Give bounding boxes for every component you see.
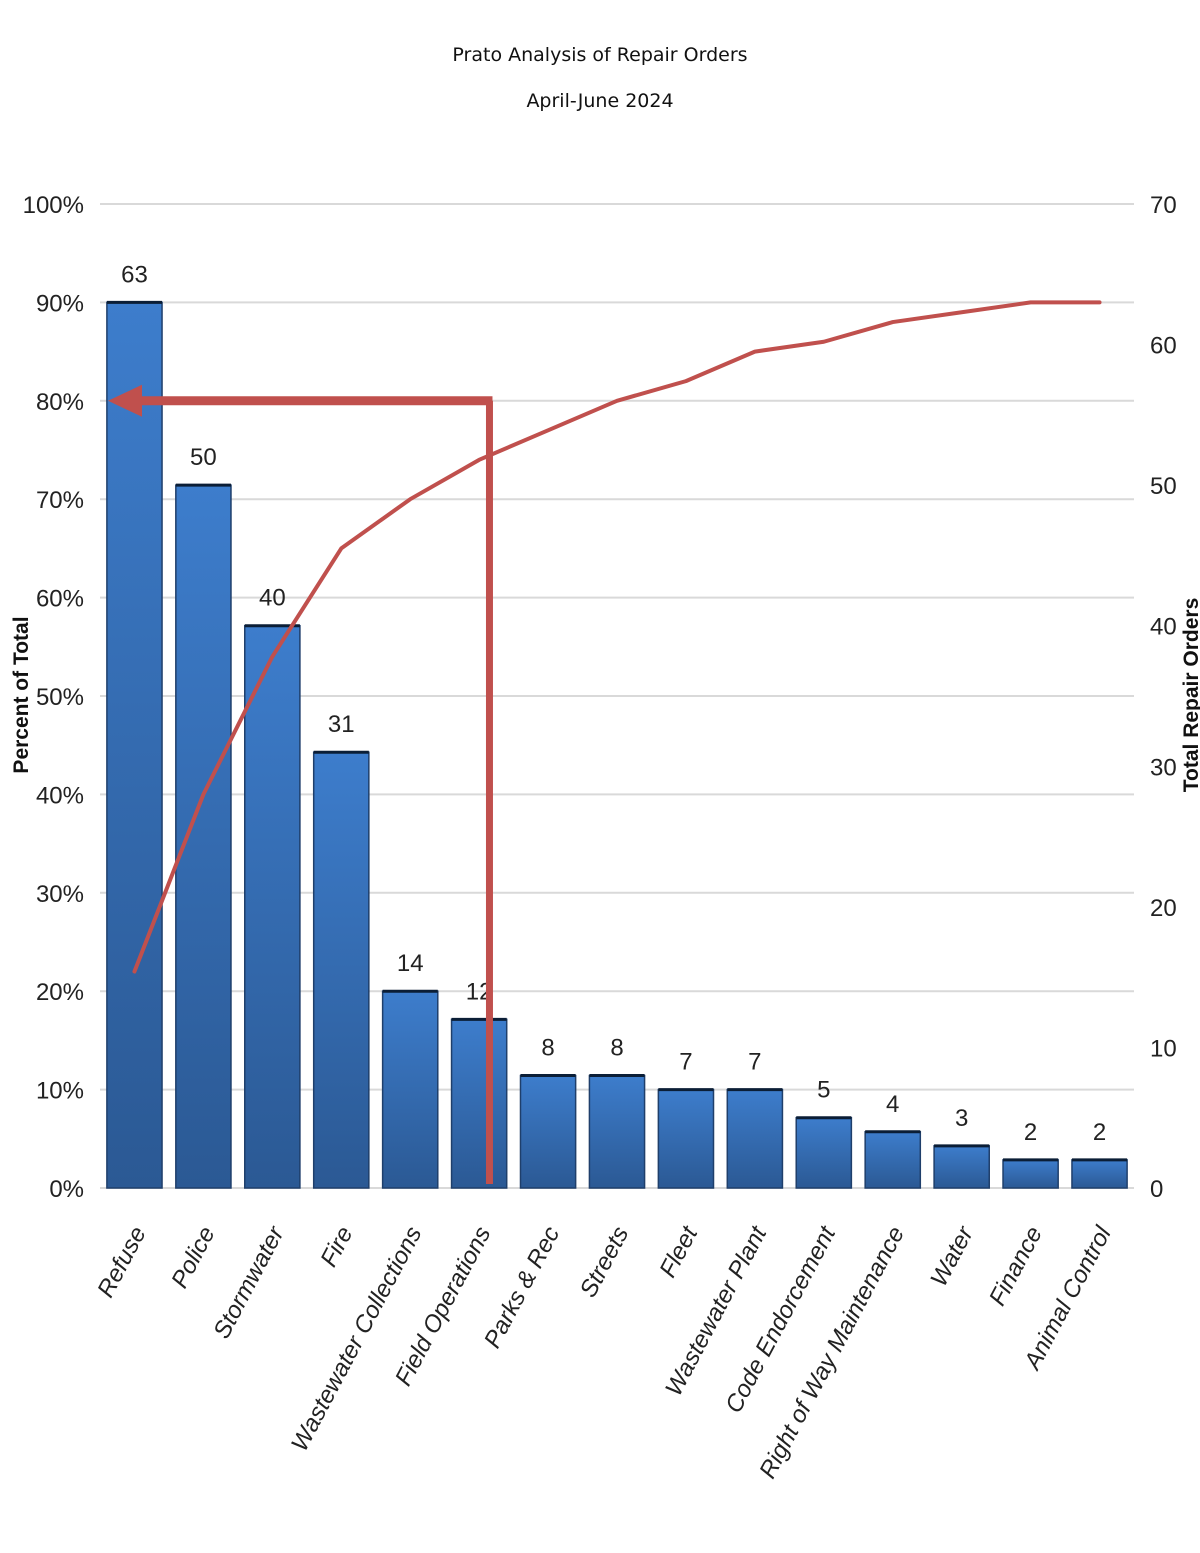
bar-value-label: 63 — [121, 261, 148, 288]
left-tick-label: 30% — [36, 881, 84, 908]
bar — [519, 1074, 577, 1189]
category-label: Fire — [315, 1222, 358, 1271]
right-tick-label: 60 — [1150, 333, 1177, 360]
left-axis-title: Percent of Total — [10, 616, 33, 773]
right-tick-label: 70 — [1150, 192, 1177, 219]
chart-subtitle: April-June 2024 — [526, 90, 674, 112]
bar-value-label: 31 — [328, 711, 355, 738]
annotation-arrowhead — [108, 384, 142, 417]
bar-value-label: 7 — [748, 1049, 761, 1076]
bar-value-label: 2 — [1024, 1119, 1037, 1146]
right-axis-ticks: 0 10 20 30 40 50 60 70 — [1150, 192, 1177, 1203]
right-tick-label: 0 — [1150, 1176, 1163, 1203]
bar-value-label: 3 — [955, 1105, 968, 1132]
right-tick-label: 20 — [1150, 895, 1177, 922]
category-label: Refuse — [92, 1222, 152, 1302]
left-tick-label: 20% — [36, 979, 84, 1006]
left-tick-label: 10% — [36, 1078, 84, 1105]
bar — [1071, 1159, 1128, 1189]
left-tick-label: 40% — [36, 782, 84, 809]
category-label: Fleet — [654, 1221, 704, 1282]
right-axis-title: Total Repair Orders — [1180, 598, 1200, 793]
left-tick-label: 80% — [36, 389, 84, 416]
bars — [106, 300, 1128, 1189]
cumulative-line — [132, 300, 1102, 974]
bar — [657, 1088, 715, 1189]
right-tick-label: 50 — [1150, 473, 1177, 500]
left-axis-ticks: 0% 10% 20% 30% 40% 50% 60% 70% 80% 90% 100% — [23, 192, 84, 1203]
bar — [450, 1018, 508, 1189]
category-label: Finance — [984, 1222, 1048, 1310]
bar-value-label: 5 — [817, 1077, 830, 1104]
bar-value-label: 40 — [259, 585, 286, 612]
category-label: Streets — [575, 1222, 635, 1302]
left-tick-label: 100% — [23, 192, 84, 219]
bar-value-label: 14 — [397, 950, 424, 977]
bar-value-label: 8 — [610, 1035, 623, 1062]
bar — [933, 1145, 990, 1189]
annotation-arrow — [108, 384, 493, 1184]
chart-title: Prato Analysis of Repair Orders — [452, 44, 748, 66]
bar — [244, 624, 301, 1189]
category-label: Wastewater Collections — [286, 1222, 427, 1456]
bar — [312, 751, 370, 1189]
left-tick-label: 70% — [36, 487, 84, 514]
category-label: Police — [166, 1222, 221, 1292]
bar — [795, 1116, 853, 1189]
left-tick-label: 90% — [36, 290, 84, 317]
category-label: Water — [925, 1221, 979, 1291]
bar-value-label: 7 — [679, 1049, 692, 1076]
bar-value-label: 2 — [1093, 1119, 1106, 1146]
bar — [864, 1131, 922, 1189]
right-tick-label: 40 — [1150, 614, 1177, 641]
bar — [106, 301, 163, 1189]
bar-value-label: 4 — [886, 1091, 899, 1118]
left-tick-label: 50% — [36, 684, 84, 711]
left-tick-label: 60% — [36, 586, 84, 613]
right-tick-label: 30 — [1150, 754, 1177, 781]
left-tick-label: 0% — [49, 1176, 84, 1203]
bar — [588, 1074, 646, 1189]
bar-value-label: 8 — [541, 1035, 554, 1062]
right-tick-label: 10 — [1150, 1035, 1177, 1062]
bar — [726, 1088, 784, 1189]
bar — [381, 990, 439, 1189]
category-label: Stormwater — [208, 1221, 290, 1343]
bar-value-label: 50 — [190, 444, 217, 471]
bar — [1002, 1159, 1059, 1189]
bar — [175, 484, 232, 1189]
